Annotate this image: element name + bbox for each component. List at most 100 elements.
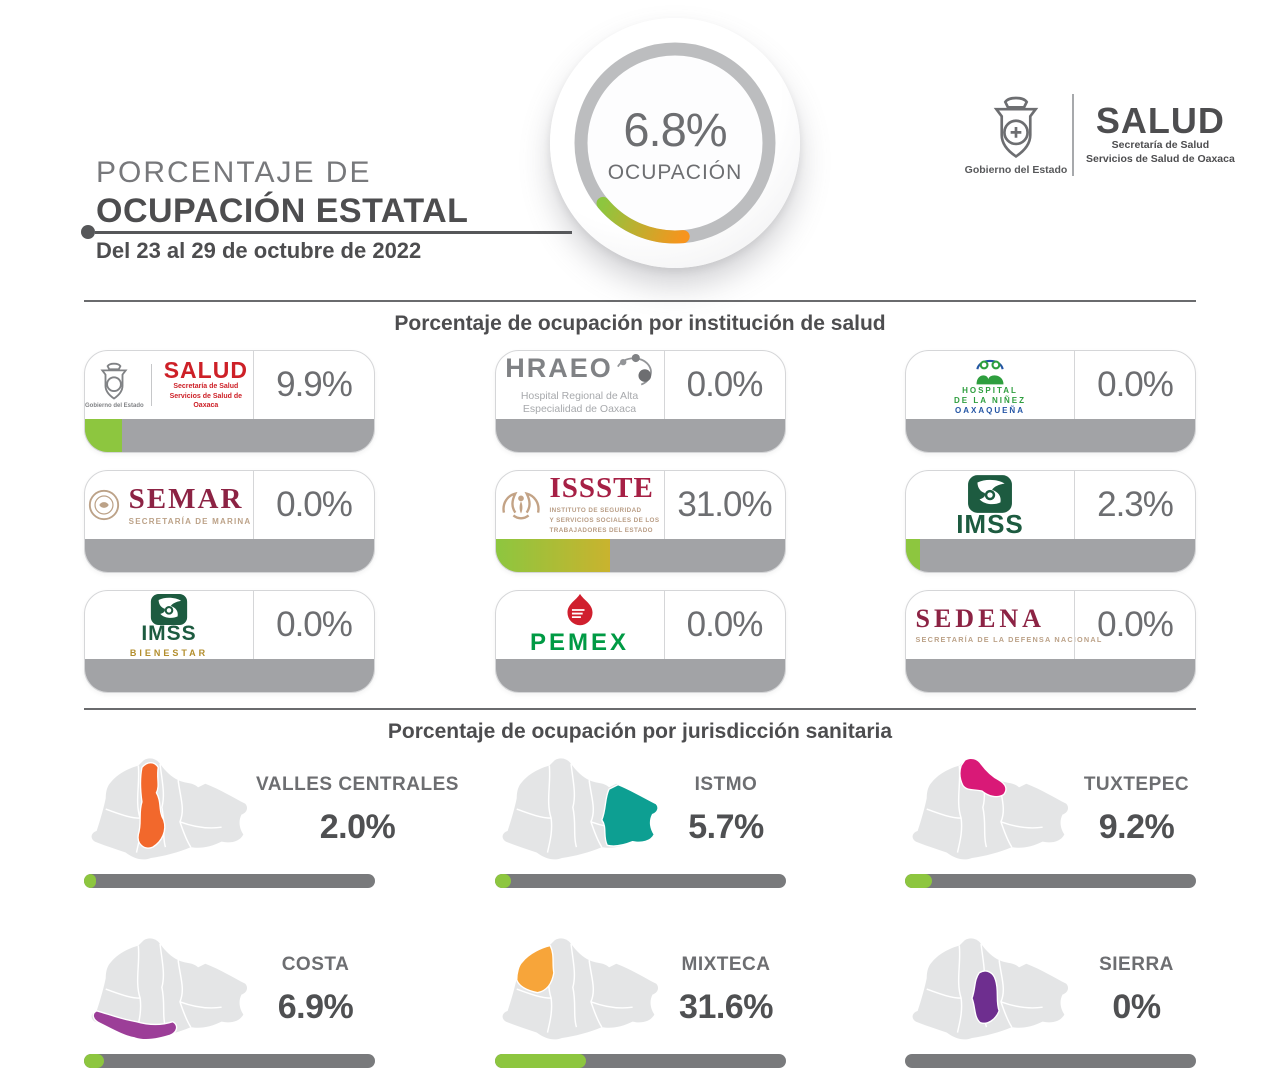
card-divider (1074, 351, 1075, 419)
institution-logo: PEMEX (496, 591, 664, 659)
card-top: IMSS 2.3% (906, 471, 1195, 539)
card-divider (253, 471, 254, 539)
institution-logo: HOSPITAL DE LA NIÑEZ OAXAQUEÑA (906, 351, 1074, 419)
page-title: PORCENTAJE DE OCUPACIÓN ESTATAL (96, 156, 468, 231)
jurisdiction-costa: COSTA 6.9% (84, 929, 375, 1068)
jurisdiction-tuxtepec: TUXTEPEC 9.2% (905, 749, 1196, 888)
brand-government-label: Gobierno del Estado (964, 164, 1068, 176)
jurisdiction-bar-fill (494, 1054, 587, 1068)
title-rule-dot (81, 225, 95, 239)
brand-org-name: SALUD (1095, 100, 1225, 142)
jurisdiction-value: 5.7% (688, 807, 764, 846)
jurisdiction-bar-track (84, 1054, 375, 1068)
jurisdiction-bar-track (905, 874, 1196, 888)
jurisdiction-grid: VALLES CENTRALES 2.0% ISTMO 5.7% TUXTEPEC 9.2… (84, 749, 1196, 1068)
jurisdiction-value: 2.0% (319, 807, 396, 846)
jurisdiction-value: 0% (1112, 987, 1161, 1026)
highlighted-region (971, 970, 1000, 1024)
imss-eagle-icon (150, 593, 188, 625)
card-top: ISSSTE INSTITUTO DE SEGURIDAD Y SERVICIOS … (496, 471, 785, 539)
hraeo-logo: HRAEO Hospital Regional de Alta Especialid… (505, 353, 654, 416)
card-top: SEDENA SECRETARÍA DE LA DEFENSA NACIONAL 0… (906, 591, 1195, 659)
jurisdiction-info: TUXTEPEC 9.2% (1077, 774, 1196, 847)
highlighted-region (600, 783, 659, 847)
seal-icon (88, 489, 119, 521)
jurisdiction-name: VALLES CENTRALES (256, 773, 459, 795)
logo-subtitle: BIENESTAR (129, 647, 209, 658)
issste-hands-icon (501, 491, 540, 520)
gauge-value: 6.8% (623, 102, 727, 156)
institution-card-semar: SEMAR SECRETARÍA DE MARINA 0.0% (84, 470, 375, 573)
government-crest-icon (100, 362, 128, 400)
jurisdiction-top: MIXTECA 31.6% (495, 929, 786, 1051)
jurisdiction-bar-track (494, 874, 786, 888)
pemex-logo: PEMEX (530, 593, 629, 657)
valles_centrales-map (84, 751, 256, 869)
card-divider (663, 351, 665, 419)
logo-line: DE LA NIÑEZ (954, 396, 1026, 405)
card-top: HOSPITAL DE LA NIÑEZ OAXAQUEÑA 0.0% (906, 351, 1195, 419)
section-divider-top (84, 300, 1196, 302)
occupancy-value: 0.0% (276, 605, 353, 644)
logo-title: PEMEX (529, 629, 630, 656)
institution-card-hraeo: HRAEO Hospital Regional de Alta Especialid… (494, 350, 786, 453)
jurisdiction-value: 31.6% (679, 987, 773, 1026)
jurisdiction-name: COSTA (281, 953, 350, 975)
jurisdiction-bar-fill (84, 1054, 105, 1068)
gauge-ring (574, 42, 776, 244)
highlighted-region (137, 762, 166, 849)
institution-logo: Gobierno del Estado SALUD Secretaría de Sa… (85, 351, 253, 419)
logo-title: IMSS (956, 508, 1024, 539)
card-top: IMSS BIENESTAR 0.0% (85, 591, 374, 659)
sedena-logo: SEDENA SECRETARÍA DE LA DEFENSA NACIONAL (906, 604, 1103, 645)
jurisdiction-top: VALLES CENTRALES 2.0% (84, 749, 458, 871)
institution-logo: SEDENA SECRETARÍA DE LA DEFENSA NACIONAL (906, 591, 1101, 659)
jurisdiction-info: SIERRA 0% (1077, 954, 1196, 1027)
jurisdiction-name: MIXTECA (681, 953, 771, 975)
occupancy-value: 2.3% (1097, 485, 1174, 524)
occupancy-bar-fill (495, 539, 611, 572)
oaxaca-map (502, 938, 658, 1040)
card-top: PEMEX 0.0% (496, 591, 785, 659)
jurisdiction-bar-fill (494, 874, 512, 888)
institution-logo: ISSSTE INSTITUTO DE SEGURIDAD Y SERVICIOS … (496, 471, 664, 539)
logo-subtitle: SECRETARÍA DE LA DEFENSA NACIONAL (915, 635, 1103, 644)
jurisdiction-valles_centrales: VALLES CENTRALES 2.0% (84, 749, 458, 888)
institution-card-pemex: PEMEX 0.0% (494, 590, 786, 693)
occupancy-bar-track (85, 419, 374, 452)
institutions-section-title: Porcentaje de ocupación por institución … (394, 312, 886, 335)
occupancy-bar-track (495, 659, 785, 692)
imss-bienestar-logo: IMSS BIENESTAR (130, 593, 208, 658)
occupancy-value: 0.0% (276, 485, 353, 524)
highlighted-region (515, 944, 555, 994)
jurisdiction-value: 9.2% (1098, 807, 1175, 846)
jurisdiction-bar-track (84, 874, 375, 888)
institution-card-salud: Gobierno del Estado SALUD Secretaría de Sa… (84, 350, 375, 453)
logo-subtitle: INSTITUTO DE SEGURIDAD Y SERVICIOS SOCIAL… (549, 507, 660, 534)
logo-subtitle: Servicios de Salud de Oaxaca (169, 392, 242, 410)
institution-card-issste: ISSSTE INSTITUTO DE SEGURIDAD Y SERVICIOS … (494, 470, 786, 573)
oaxaca-map (91, 938, 248, 1041)
children-hospital-icon (976, 359, 1004, 385)
imss-logo: IMSS (956, 474, 1024, 537)
salud-logo: Gobierno del Estado SALUD Secretaría de Sa… (85, 359, 253, 410)
jurisdiction-value: 6.9% (277, 987, 354, 1026)
pemex-drop-icon (566, 593, 593, 626)
gauge-arc (596, 196, 690, 244)
salud-oaxaca-brand: Gobierno del Estado SALUD Secretaría de … (965, 94, 1235, 176)
occupancy-bar-fill (906, 539, 921, 572)
institution-card-imss_bienestar: IMSS BIENESTAR 0.0% (84, 590, 375, 693)
occupancy-value: 0.0% (686, 605, 764, 644)
header: PORCENTAJE DE OCUPACIÓN ESTATAL Del 23 a… (0, 0, 1280, 300)
highlighted-region (959, 757, 1007, 798)
section-divider-bottom (84, 708, 1196, 710)
government-crest: Gobierno del Estado (965, 94, 1067, 176)
institution-logo: IMSS (906, 471, 1074, 539)
logo-title: SEDENA (915, 604, 1045, 633)
logo-subtitle: Secretaría de Salud (173, 383, 239, 391)
semar-logo: SEMAR SECRETARÍA DE MARINA (87, 484, 252, 526)
card-top: Gobierno del Estado SALUD Secretaría de Sa… (85, 351, 374, 419)
imss-eagle-icon (968, 474, 1012, 513)
occupancy-bar-track (85, 539, 374, 572)
